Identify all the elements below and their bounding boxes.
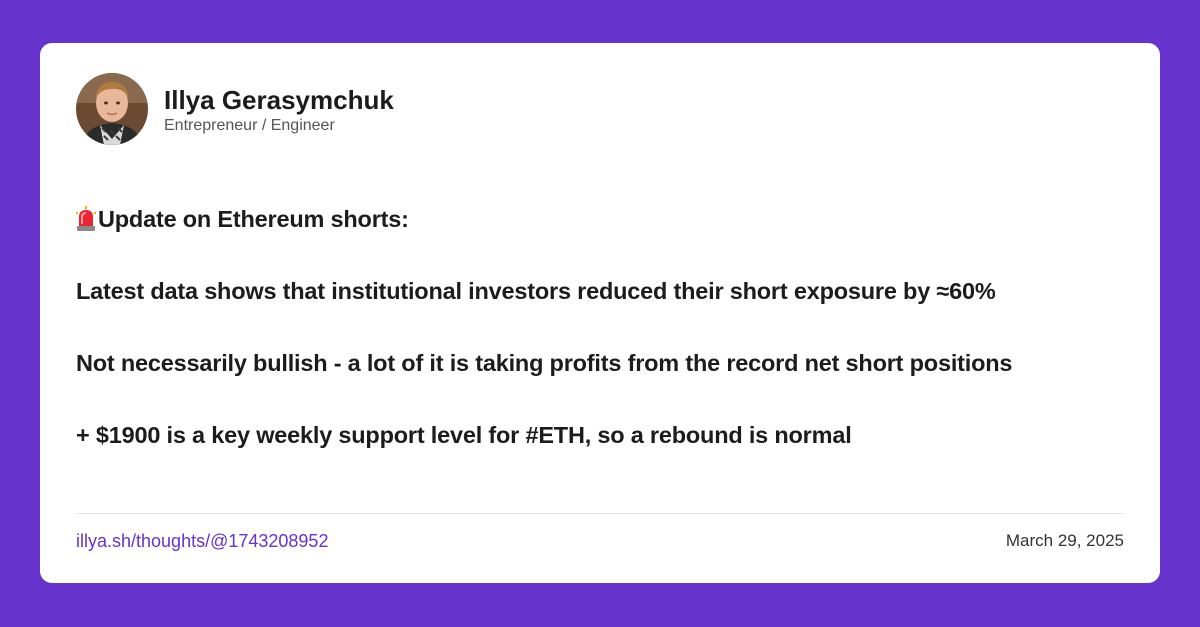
post-line-text: Update on Ethereum shorts: — [98, 206, 409, 232]
post-body: Update on Ethereum shorts: Latest data s… — [76, 201, 1136, 453]
post-line: Update on Ethereum shorts: — [76, 201, 1136, 237]
post-line-text: + $1900 is a key weekly support level fo… — [76, 422, 852, 448]
post-card: Illya Gerasymchuk Entrepreneur / Enginee… — [40, 43, 1160, 583]
avatar-photo-icon — [76, 73, 148, 145]
footer-divider — [76, 513, 1124, 514]
author-role: Entrepreneur / Engineer — [164, 117, 335, 134]
post-line-text: Not necessarily bullish - a lot of it is… — [76, 350, 1013, 376]
author-name[interactable]: Illya Gerasymchuk — [164, 85, 394, 115]
siren-icon — [76, 206, 96, 231]
permalink[interactable]: illya.sh/thoughts/@1743208952 — [76, 531, 329, 551]
post-date: March 29, 2025 — [1005, 531, 1124, 550]
post-line-text: Latest data shows that institutional inv… — [76, 278, 996, 304]
post-line: Not necessarily bullish - a lot of it is… — [76, 345, 1136, 381]
avatar[interactable] — [76, 73, 148, 145]
post-line: Latest data shows that institutional inv… — [76, 273, 1136, 309]
post-line: + $1900 is a key weekly support level fo… — [76, 417, 1136, 453]
